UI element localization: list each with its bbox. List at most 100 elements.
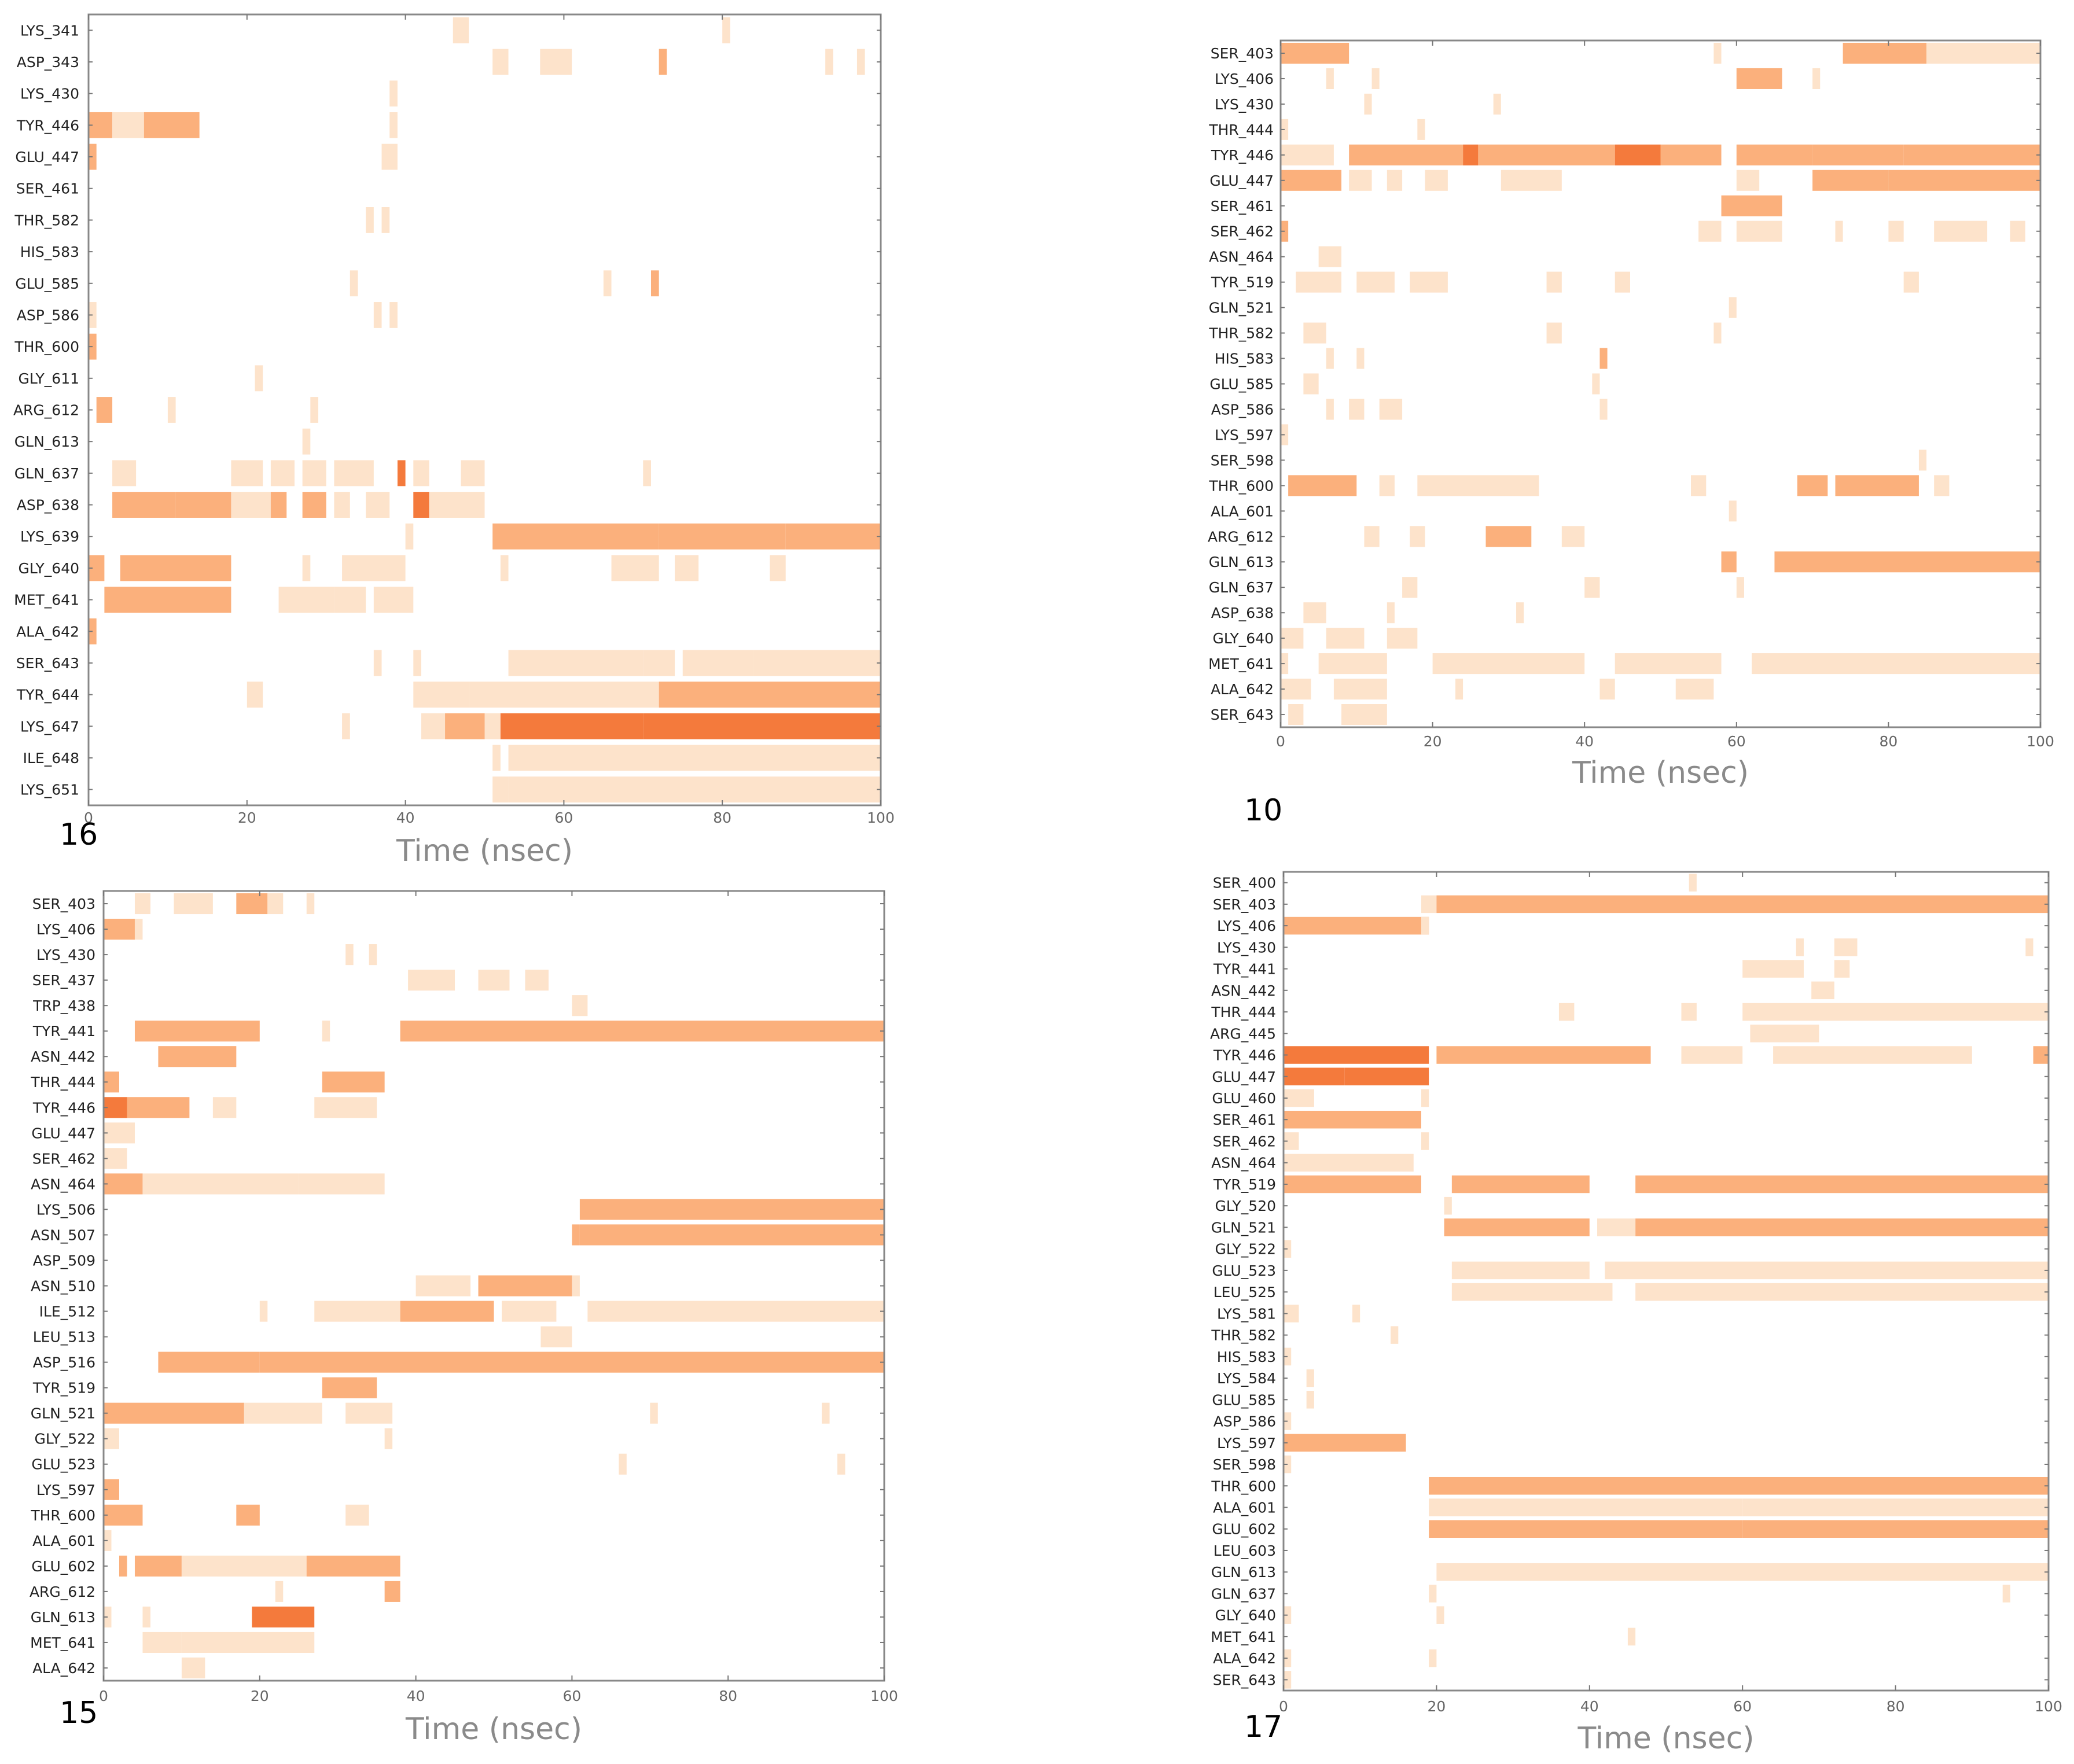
contact-segment — [1903, 144, 2040, 165]
contact-segment — [1436, 1606, 1444, 1624]
contact-segment — [478, 970, 510, 991]
contact-segment — [1436, 1046, 1651, 1064]
contact-segment — [1888, 220, 1904, 242]
contact-segment — [1429, 1520, 1743, 1538]
row-label: THR_600 — [1208, 477, 1274, 494]
contact-segment — [1284, 1175, 1421, 1194]
row-label: GLU_523 — [1212, 1262, 1276, 1279]
contact-segment — [1284, 916, 1429, 935]
contact-segment — [1306, 1391, 1314, 1409]
contact-segment — [1288, 704, 1304, 726]
contact-segment — [1599, 348, 1608, 369]
contact-segment — [1835, 475, 1919, 496]
contact-segment — [1387, 170, 1403, 191]
contact-segment — [413, 682, 469, 708]
contact-segment — [236, 1504, 260, 1526]
row-label: LEU_513 — [33, 1329, 95, 1346]
row-label: HIS_583 — [1215, 351, 1274, 367]
contact-segment — [484, 713, 501, 739]
row-label: GLN_521 — [1211, 1219, 1276, 1236]
contact-segment — [1729, 297, 1737, 318]
contact-segment — [1451, 1261, 1590, 1280]
row-label: SER_462 — [32, 1150, 95, 1167]
contact-segment — [445, 713, 485, 739]
contact-segment — [1934, 220, 1988, 242]
row-label: ARG_445 — [1210, 1025, 1276, 1042]
row-label: GLU_447 — [31, 1125, 95, 1141]
contact-segment — [1592, 373, 1600, 395]
x-axis-label: Time (nsec) — [405, 1712, 582, 1747]
x-tick-label: 40 — [1580, 1698, 1599, 1715]
contact-segment — [1843, 42, 1927, 64]
row-label: GLY_522 — [1215, 1241, 1276, 1258]
row-label: ASN_507 — [31, 1227, 95, 1243]
contact-segment — [1713, 322, 1722, 344]
row-label: HIS_583 — [1217, 1349, 1276, 1365]
contact-segment — [299, 1173, 385, 1195]
contact-segment — [134, 893, 150, 915]
contact-segment — [175, 492, 231, 518]
contact-segment — [270, 460, 295, 487]
x-tick-label: 0 — [99, 1688, 108, 1704]
row-label: GLU_585 — [1209, 376, 1274, 393]
contact-segment — [461, 460, 485, 487]
x-tick-label: 60 — [1733, 1698, 1752, 1715]
contact-segment — [142, 1173, 299, 1195]
contact-segment — [1635, 1175, 2049, 1194]
contact-segment — [322, 1377, 377, 1398]
x-tick-label: 100 — [2027, 733, 2054, 750]
contact-segment — [1303, 322, 1326, 344]
contact-segment — [278, 587, 334, 613]
row-label: ILE_648 — [23, 750, 79, 767]
contact-segment — [1485, 526, 1532, 547]
contact-segment — [429, 492, 485, 518]
contact-segment — [413, 460, 429, 487]
contact-segment — [722, 17, 730, 43]
contact-segment — [134, 919, 143, 940]
x-axis-label: Time (nsec) — [396, 834, 573, 868]
contact-segment — [397, 460, 406, 487]
row-label: LYS_639 — [20, 528, 79, 545]
contact-segment — [1349, 170, 1372, 191]
row-label: THR_600 — [30, 1507, 95, 1524]
panel-label: 15 — [60, 1696, 98, 1730]
contact-segment — [587, 1301, 884, 1322]
row-label: THR_582 — [14, 212, 79, 229]
contact-segment — [453, 17, 469, 43]
contact-segment — [334, 460, 374, 487]
contact-segment — [342, 555, 406, 581]
contact-segment — [255, 365, 263, 392]
contact-segment — [252, 1606, 315, 1627]
contact-segment — [1402, 577, 1418, 598]
contact-segment — [231, 492, 271, 518]
row-label: ASP_586 — [1213, 1413, 1276, 1430]
contact-segment — [1387, 602, 1395, 624]
row-label: LYS_430 — [1217, 939, 1276, 956]
row-label: GLN_637 — [14, 465, 79, 482]
contact-segment — [1417, 475, 1539, 496]
contact-segment — [1736, 170, 1760, 191]
row-label: GLY_520 — [1215, 1198, 1276, 1214]
contact-segment — [659, 523, 786, 550]
row-label: SER_400 — [1213, 875, 1276, 892]
panel-label: 16 — [60, 817, 98, 852]
row-label: GLU_585 — [1212, 1391, 1276, 1408]
contact-segment — [366, 207, 374, 233]
contact-segment — [415, 1275, 471, 1297]
contact-segment — [275, 1581, 284, 1602]
contact-segment — [1284, 1110, 1421, 1129]
contact-segment — [1742, 960, 1804, 978]
row-label: TYR_446 — [1211, 147, 1274, 164]
contact-segment — [158, 1351, 260, 1373]
contact-segment — [1660, 144, 1722, 165]
contact-segment — [259, 1301, 268, 1322]
x-axis-label: Time (nsec) — [1577, 1721, 1755, 1756]
contact-segment — [1584, 577, 1600, 598]
contact-segment — [501, 1301, 557, 1322]
row-label: GLN_613 — [1209, 554, 1274, 570]
contact-segment — [1835, 551, 2040, 573]
contact-segment — [1379, 399, 1403, 420]
row-label: GLN_521 — [31, 1405, 95, 1422]
contact-segment — [413, 650, 421, 676]
row-label: ASP_343 — [17, 54, 79, 71]
